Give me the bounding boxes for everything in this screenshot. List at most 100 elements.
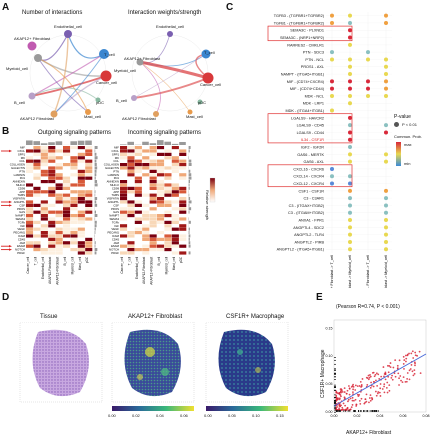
scatter-point: [340, 388, 343, 391]
dotplot-dot: [348, 196, 352, 201]
rug-mark-y: [334, 386, 336, 388]
heat-cell: [48, 203, 56, 207]
scatter-point: [352, 388, 354, 391]
dotplot-row-label: C3 - C3AR1: [304, 197, 324, 201]
scatter-point: [403, 359, 406, 361]
node-t-cell: [99, 49, 109, 59]
dotplot-dot: [348, 101, 352, 106]
heat-cell: [26, 251, 34, 255]
scatter-point: [369, 374, 371, 376]
heat-cell: [63, 166, 71, 170]
rug-mark-y: [334, 384, 336, 386]
heat-cell: [70, 200, 78, 204]
heat-cell: [55, 163, 63, 167]
heat-cell: [157, 176, 165, 180]
rug-mark-x: [373, 410, 375, 412]
heat-cell: [171, 237, 179, 241]
heat-cell: [26, 220, 34, 224]
heat-cell: [149, 217, 157, 221]
heat-cell: [134, 146, 142, 150]
dotplot-dot: [348, 247, 352, 252]
heat-cell: [134, 220, 142, 224]
heat-cell: [26, 237, 34, 241]
rug-mark-y: [334, 402, 336, 404]
heat-cell: [40, 227, 48, 231]
heat-cell: [127, 186, 135, 190]
heat-cell: [149, 214, 157, 218]
scatter-point: [384, 378, 387, 381]
dotplot-row-label: LGALS9 - CD44: [297, 131, 324, 135]
heat-cell: [149, 244, 157, 248]
heat-cell: [48, 244, 56, 248]
heat-cell: [85, 197, 93, 201]
heatmap-row-label-incoming: JAM: [113, 241, 119, 245]
row-sum-bar: [94, 200, 97, 204]
heat-cell: [40, 251, 48, 255]
dotplot-dot: [330, 93, 334, 98]
scatter-point: [383, 383, 386, 386]
heat-cell: [164, 166, 172, 170]
heat-cell: [142, 193, 150, 197]
row-sum-bar: [94, 152, 97, 156]
heat-cell: [134, 163, 142, 167]
heat-cell: [26, 173, 34, 177]
dotplot-dot: [384, 210, 388, 215]
heat-cell: [48, 169, 56, 173]
heat-cell: [127, 152, 135, 156]
scatter-point: [387, 371, 390, 374]
rug-mark-y: [334, 373, 336, 375]
scatter-point: [416, 354, 418, 357]
heat-cell: [142, 200, 150, 204]
heat-cell: [127, 149, 135, 153]
heat-cell: [171, 166, 179, 170]
dotplot-dot: [348, 64, 352, 69]
heat-cell: [55, 173, 63, 177]
node-endothelial: [64, 30, 72, 38]
row-sum-bar: [94, 169, 97, 173]
heatmap-row-label: GALECTIN: [11, 166, 25, 170]
heat-cell: [171, 210, 179, 214]
row-sum-bar: [94, 217, 96, 221]
heat-cell: [55, 152, 63, 156]
heatmap-row-label-incoming: ESAM: [111, 244, 120, 248]
heat-cell: [40, 224, 48, 228]
heat-cell: [142, 149, 150, 153]
scatter-point: [348, 393, 351, 396]
row-sum-bar: [94, 146, 98, 149]
dotplot-row-label: IGF2 - IGF2R: [301, 145, 324, 149]
heat-cell: [179, 180, 187, 184]
heatmap-col-label: Endothelial_cell: [41, 257, 45, 280]
heat-cell: [157, 146, 165, 150]
heatmap-row-label: ICAM: [18, 234, 26, 238]
dotplot-row-label: RARRES2 - CMKLR1: [287, 43, 324, 47]
highlight-arrow-head: [9, 204, 12, 207]
heat-cell: [55, 220, 63, 224]
heat-cell: [164, 227, 172, 231]
heatmap-col-label: AKAP12-Fibroblast: [48, 257, 52, 284]
heat-cell: [85, 152, 93, 156]
scatter-point: [360, 386, 362, 388]
heat-cell: [70, 237, 78, 241]
heat-cell: [179, 159, 187, 163]
a-label-akap12-fibro: AKAP12 Fibroblast: [20, 116, 54, 121]
heatmap-row-label-incoming: COLLAGEN: [104, 163, 119, 167]
commun-prob-colorbar: [396, 142, 401, 166]
d-scale2-tick-1: 0.05: [228, 413, 236, 418]
row-sum-bar: [188, 231, 190, 234]
network-left: [27, 30, 112, 118]
heat-cell: [171, 159, 179, 163]
heatmap-row-label-incoming: MHC-II: [110, 183, 119, 187]
heatmap-row-label: PROS: [17, 207, 25, 211]
heat-cell: [26, 200, 34, 204]
heat-cell: [149, 234, 157, 238]
heat-cell: [77, 156, 85, 160]
heatmap-col-label: AKAP12+Fibroblast: [150, 257, 154, 285]
scatter-point: [336, 406, 338, 408]
dotplot-row-label: CXCL14 - CXCR4: [293, 175, 324, 179]
scatter-point: [338, 407, 341, 410]
heat-cell: [33, 169, 41, 173]
heat-cell: [134, 193, 142, 197]
scatter-point: [396, 364, 399, 367]
scatter-point: [375, 394, 378, 397]
heatmap-row-label: CD99: [18, 186, 26, 190]
